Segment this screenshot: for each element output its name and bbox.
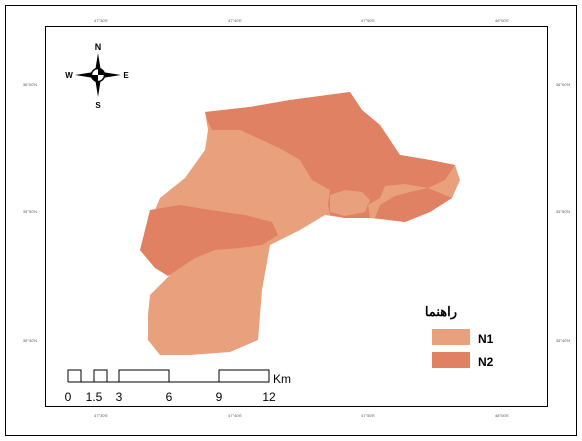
tick-bottom-3: 47°50'E — [361, 413, 375, 418]
tick-right-2: 35°50'N — [556, 209, 570, 214]
scale-label-9: 9 — [216, 390, 223, 404]
tick-right-1: 36°00'N — [556, 82, 570, 87]
compass-west-label: W — [65, 71, 73, 80]
legend-swatch-n2 — [432, 352, 470, 368]
scale-label-3: 3 — [116, 390, 123, 404]
compass-east-label: E — [123, 71, 129, 80]
legend-label-n1: N1 — [478, 332, 494, 346]
compass-south-label: S — [95, 101, 101, 110]
watershed-map — [140, 92, 460, 355]
scale-unit: Km — [273, 372, 291, 386]
scale-label-0: 0 — [65, 390, 72, 404]
scale-label-1-5: 1.5 — [86, 390, 103, 404]
tick-left-3: 35°40'N — [23, 338, 37, 343]
scale-bar-line — [67, 369, 270, 383]
scale-bar — [67, 369, 270, 383]
tick-right-3: 35°40'N — [556, 338, 570, 343]
tick-bottom-1: 47°30'E — [94, 413, 108, 418]
legend-label-n2: N2 — [478, 355, 494, 369]
tick-top-4: 48°00'E — [495, 18, 509, 23]
legend-title: راهنما — [425, 304, 457, 320]
zone-n2-east-tip — [375, 188, 452, 222]
zone-n2-northeast — [205, 92, 455, 218]
scale-label-12: 12 — [262, 390, 276, 404]
tick-bottom-2: 47°40'E — [228, 413, 242, 418]
zone-n1-island — [330, 190, 370, 216]
scale-bar-labels: 0 1.5 3 6 9 12 Km — [65, 372, 291, 404]
legend-swatch-n1 — [432, 329, 470, 345]
tick-bottom-4: 48°00'E — [495, 413, 509, 418]
map-neatline — [45, 26, 548, 407]
tick-top-3: 47°50'E — [361, 18, 375, 23]
scale-label-6: 6 — [166, 390, 173, 404]
tick-left-2: 35°50'N — [23, 209, 37, 214]
tick-top-2: 47°40'E — [228, 18, 242, 23]
coordinate-ticks: 47°30'E 47°40'E 47°50'E 48°00'E 47°30'E … — [23, 18, 570, 418]
zone-n2-west — [140, 205, 278, 276]
tick-left-1: 36°00'N — [23, 82, 37, 87]
compass-rose-icon: N S W E — [65, 42, 129, 110]
compass-north-label: N — [95, 42, 102, 52]
legend: راهنما N1 N2 — [425, 304, 494, 369]
outer-frame — [5, 5, 577, 436]
tick-top-1: 47°30'E — [94, 18, 108, 23]
